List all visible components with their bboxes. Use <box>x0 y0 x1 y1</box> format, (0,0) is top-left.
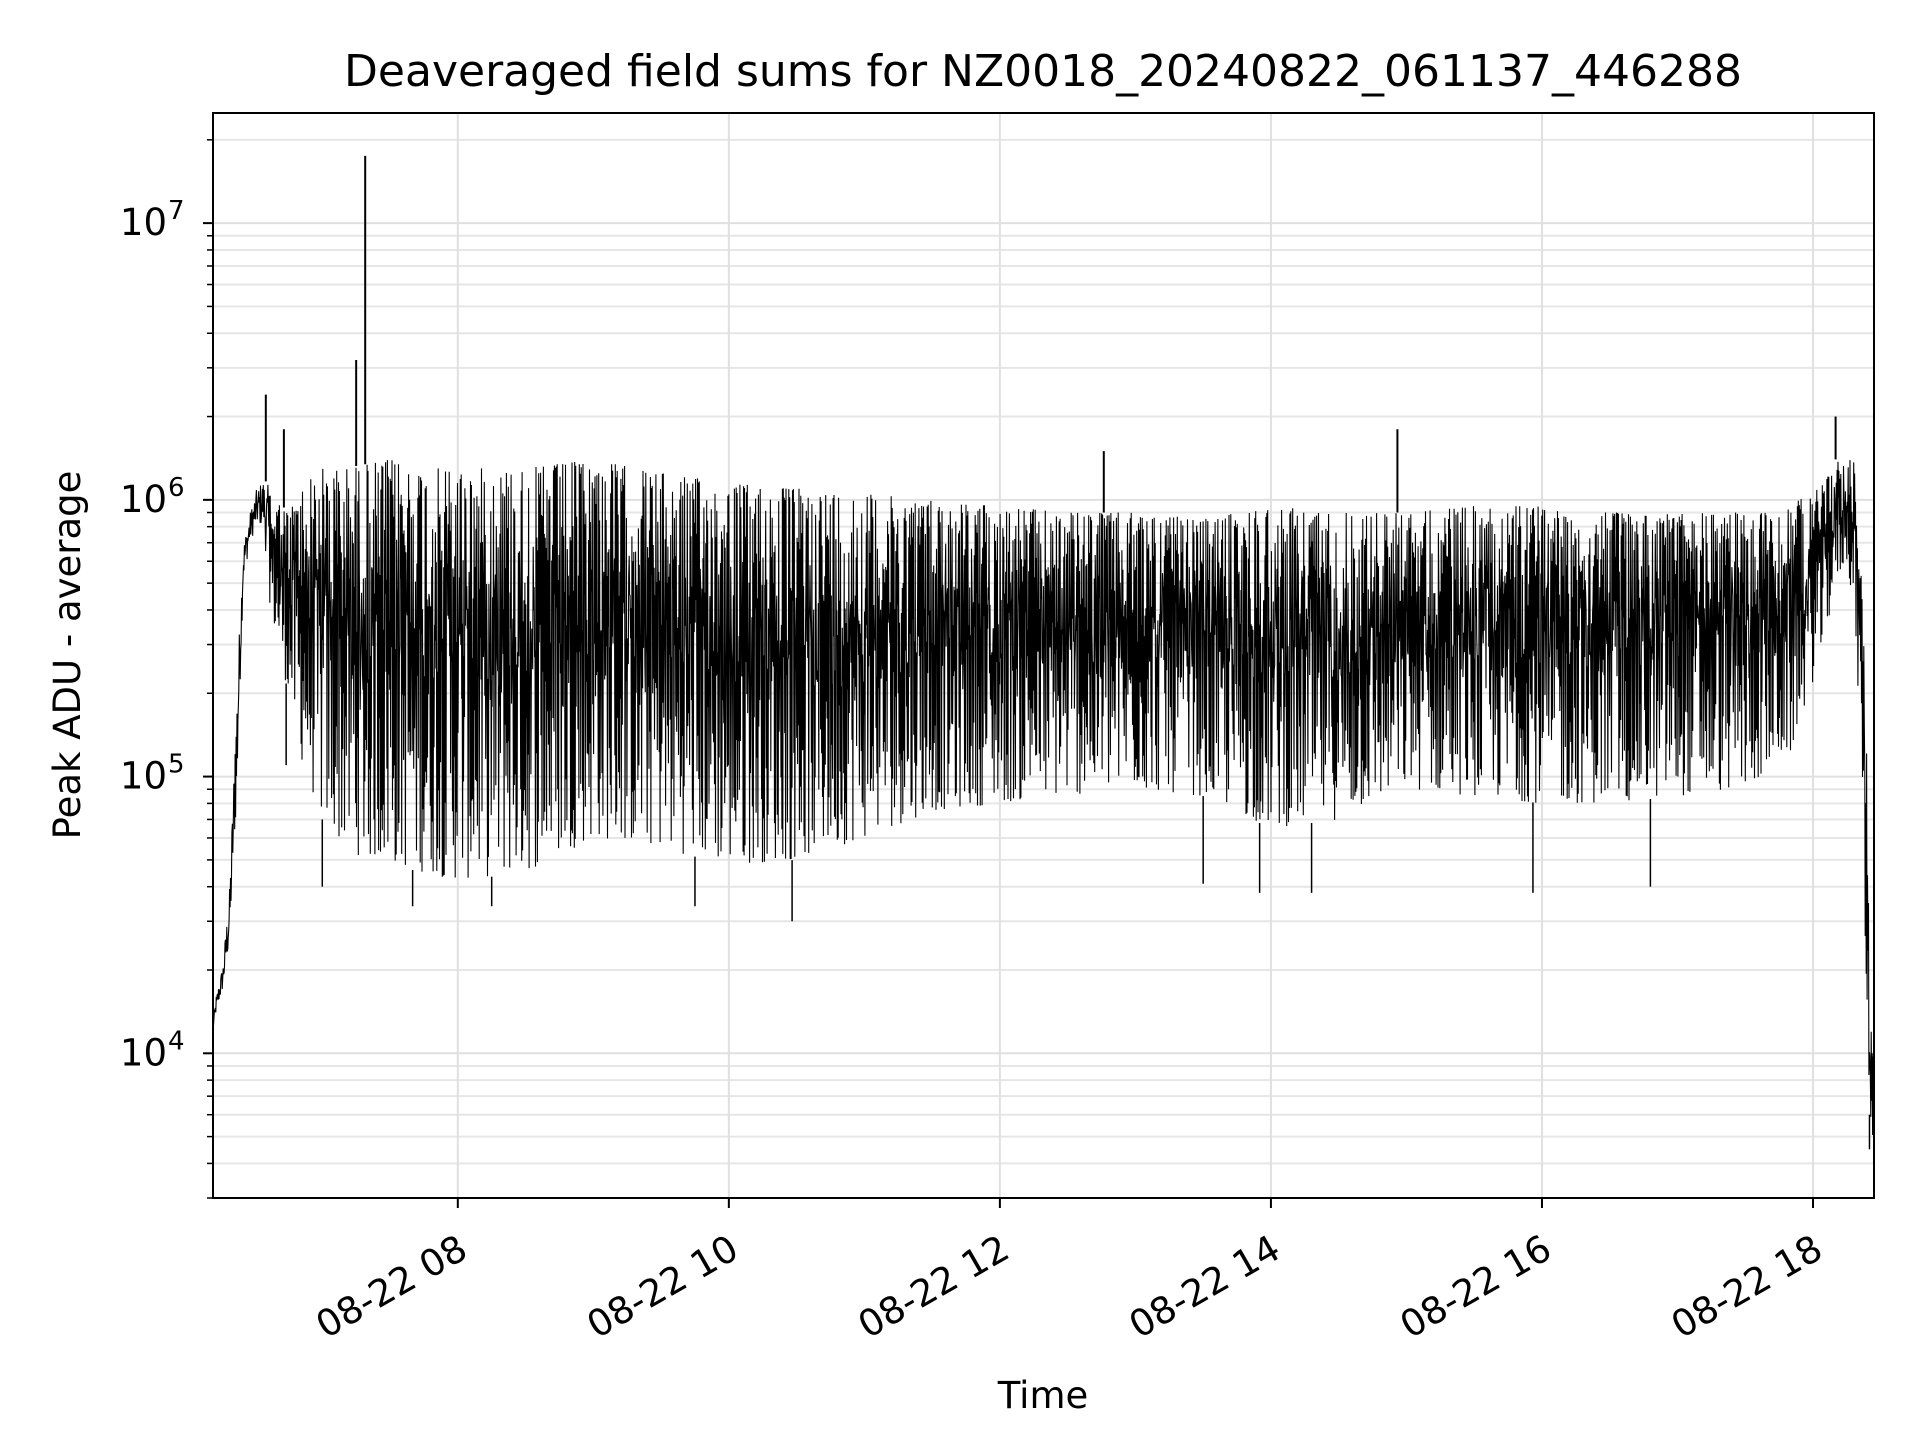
y-tick-exponent: 4 <box>168 1026 185 1056</box>
y-tick-label: 10 <box>120 755 167 798</box>
x-axis-label: Time <box>997 1374 1089 1417</box>
y-tick-exponent: 5 <box>168 750 185 780</box>
chart-title: Deaveraged field sums for NZ0018_2024082… <box>344 46 1742 97</box>
y-tick-exponent: 6 <box>168 473 185 503</box>
y-tick-label: 10 <box>120 478 167 521</box>
y-axis-label: Peak ADU - average <box>46 471 89 840</box>
plot-area <box>213 155 1874 1150</box>
major-gridlines <box>213 113 1874 1198</box>
plot-frame <box>212 112 1875 1199</box>
y-tick-label: 10 <box>120 201 167 244</box>
y-tick-exponent: 7 <box>168 196 185 226</box>
data-series-line <box>213 460 1874 1136</box>
y-tick-label: 10 <box>120 1031 167 1074</box>
